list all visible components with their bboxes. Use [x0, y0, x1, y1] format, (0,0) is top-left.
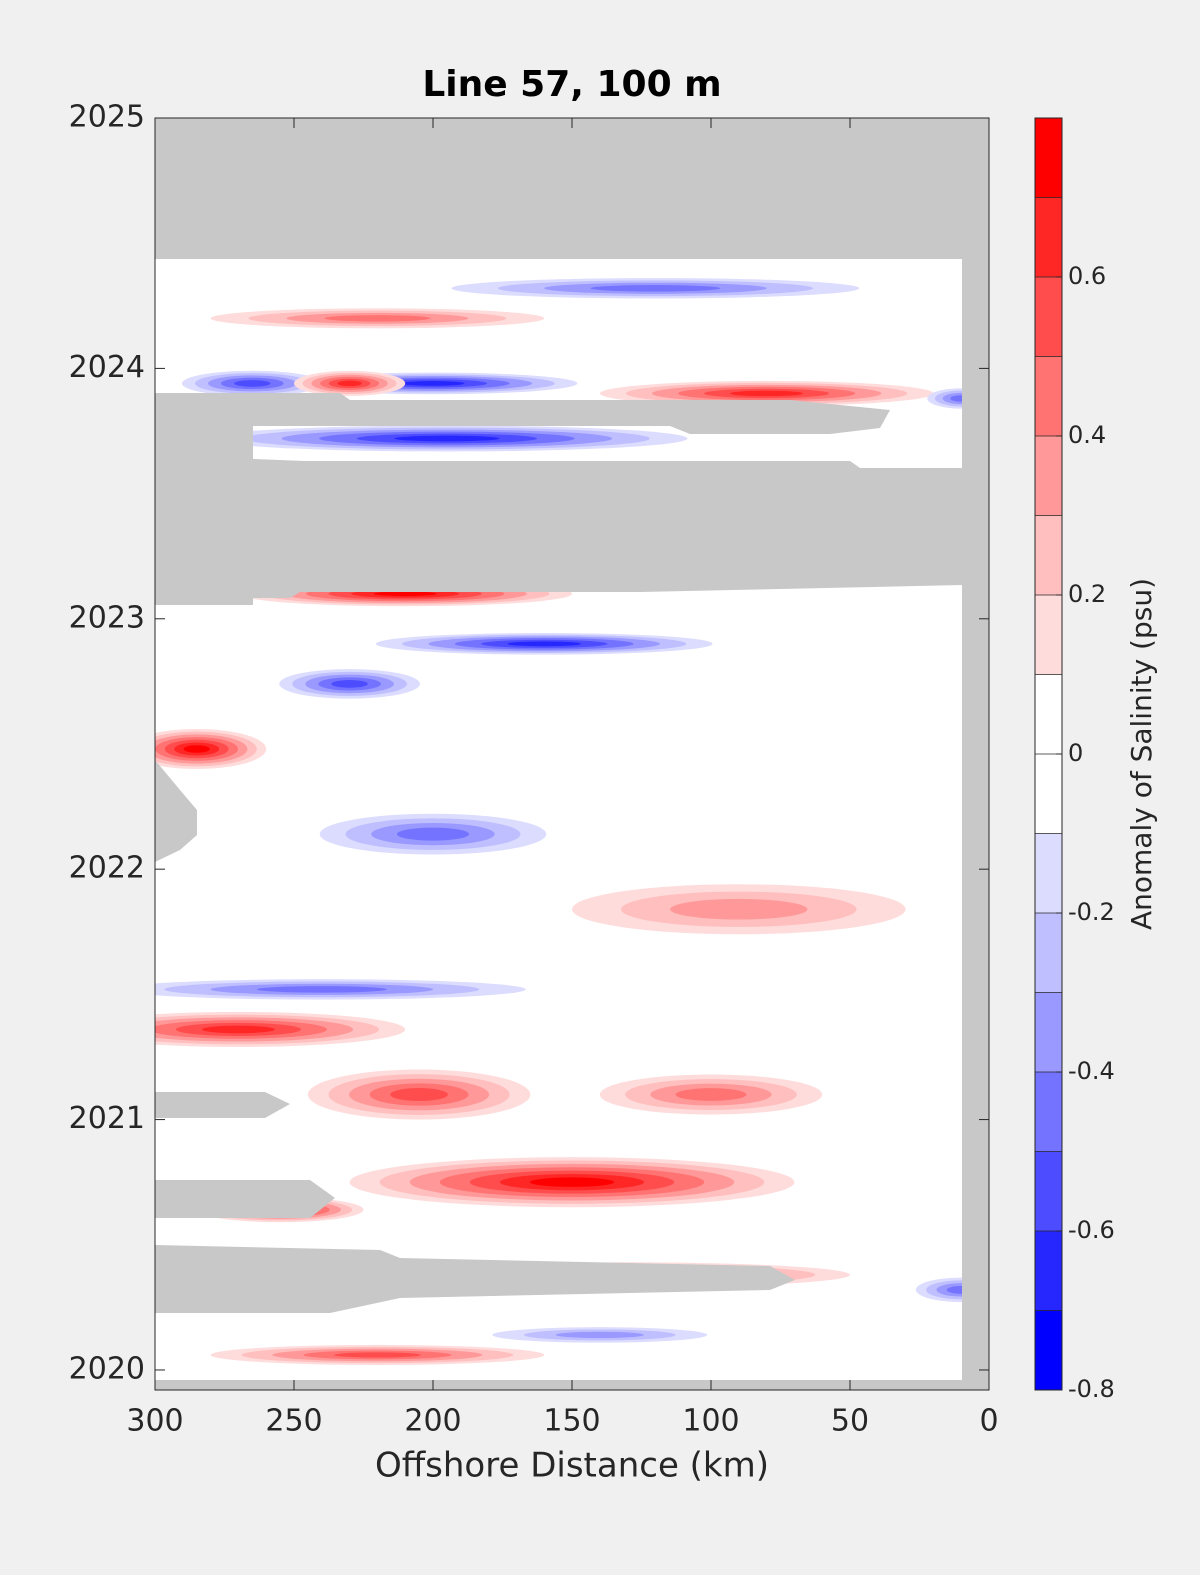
contour-level: [401, 381, 465, 386]
contour-level: [670, 898, 808, 920]
colorbar-band: [1035, 1151, 1062, 1231]
contour-level: [396, 827, 470, 841]
y-tick-label: 2021: [69, 1101, 145, 1136]
colorbar-band: [1035, 356, 1062, 436]
contour-feature: [181, 370, 323, 397]
contour-feature: [307, 1069, 531, 1120]
colorbar-band: [1035, 1231, 1062, 1311]
colorbar-tick-label: -0.8: [1068, 1375, 1115, 1403]
contour-level: [337, 380, 362, 387]
contour-level: [555, 1331, 645, 1339]
contour-level: [334, 1352, 421, 1358]
contour-level: [234, 380, 271, 387]
colorbar-band: [1035, 277, 1062, 357]
contour-feature: [206, 425, 688, 452]
contour-level: [183, 745, 210, 753]
x-tick-label: 50: [831, 1404, 869, 1439]
contour-feature: [599, 380, 934, 406]
colorbar-tick-label: 0: [1068, 739, 1083, 767]
colorbar-band: [1035, 1072, 1062, 1152]
contour-level: [201, 1025, 275, 1034]
colorbar-label: Anomaly of Salinity (psu): [1125, 578, 1158, 930]
contour-level: [373, 591, 437, 597]
contour-level: [730, 390, 804, 397]
y-tick-label: 2022: [69, 851, 145, 886]
missing-data-mask: [155, 118, 989, 1390]
contour-feature: [375, 632, 713, 655]
x-tick-label: 150: [543, 1404, 600, 1439]
contour-level: [507, 641, 582, 647]
contour-level: [590, 285, 721, 292]
contour-level: [331, 680, 368, 688]
contour-feature: [294, 370, 406, 396]
contour-feature: [451, 278, 860, 299]
contour-feature: [210, 1344, 545, 1365]
contour-feature: [349, 1157, 795, 1208]
contour-feature: [599, 1074, 823, 1115]
colorbar-band: [1035, 992, 1062, 1072]
contour-level: [394, 435, 500, 442]
colorbar-band: [1035, 515, 1062, 595]
contour-feature: [155, 1011, 406, 1047]
colorbar-band: [1035, 833, 1062, 913]
contour-feature: [210, 308, 545, 329]
x-tick-label: 300: [126, 1404, 183, 1439]
contour-level: [529, 1177, 615, 1187]
colorbar-band: [1035, 1310, 1062, 1390]
x-tick-label: 250: [265, 1404, 322, 1439]
chart-title: Line 57, 100 m: [422, 64, 721, 105]
y-tick-label: 2024: [69, 350, 145, 385]
colorbar-band: [1035, 118, 1062, 198]
x-tick-label: 200: [404, 1404, 461, 1439]
y-tick-label: 2023: [69, 600, 145, 635]
colorbar-band: [1035, 197, 1062, 277]
colorbar-tick-label: -0.2: [1068, 898, 1115, 926]
contour-feature: [319, 813, 547, 855]
contour-feature: [572, 884, 906, 935]
y-tick-label: 2020: [69, 1351, 145, 1386]
contour-field: [155, 278, 989, 1365]
x-tick-label: 0: [979, 1404, 998, 1439]
contour-feature: [279, 669, 420, 699]
x-tick-label: 100: [682, 1404, 739, 1439]
contour-level: [256, 986, 387, 993]
colorbar-band: [1035, 595, 1062, 675]
colorbar-band: [1035, 913, 1062, 993]
colorbar-tick-label: 0.4: [1068, 421, 1106, 449]
colorbar-tick-label: -0.4: [1068, 1057, 1115, 1085]
colorbar-band: [1035, 754, 1062, 834]
contour-level: [675, 1088, 747, 1101]
colorbar-band: [1035, 674, 1062, 754]
contour-level: [324, 315, 431, 322]
y-tick-label: 2025: [69, 100, 145, 135]
colorbar-tick-label: 0.6: [1068, 262, 1106, 290]
colorbar-tick-label: 0.2: [1068, 580, 1106, 608]
contour-feature: [155, 979, 526, 1000]
colorbar-band: [1035, 436, 1062, 516]
contour-feature: [492, 1327, 708, 1343]
contour-feature: [915, 1277, 989, 1303]
contour-level: [390, 1088, 448, 1102]
contour-feature: [155, 728, 267, 770]
x-axis-label: Offshore Distance (km): [375, 1446, 769, 1486]
colorbar-tick-label: -0.6: [1068, 1216, 1115, 1244]
colorbar: -0.8 -0.6 -0.4 -0.2 0 0.2 0.4 0.6: [1034, 117, 1115, 1403]
